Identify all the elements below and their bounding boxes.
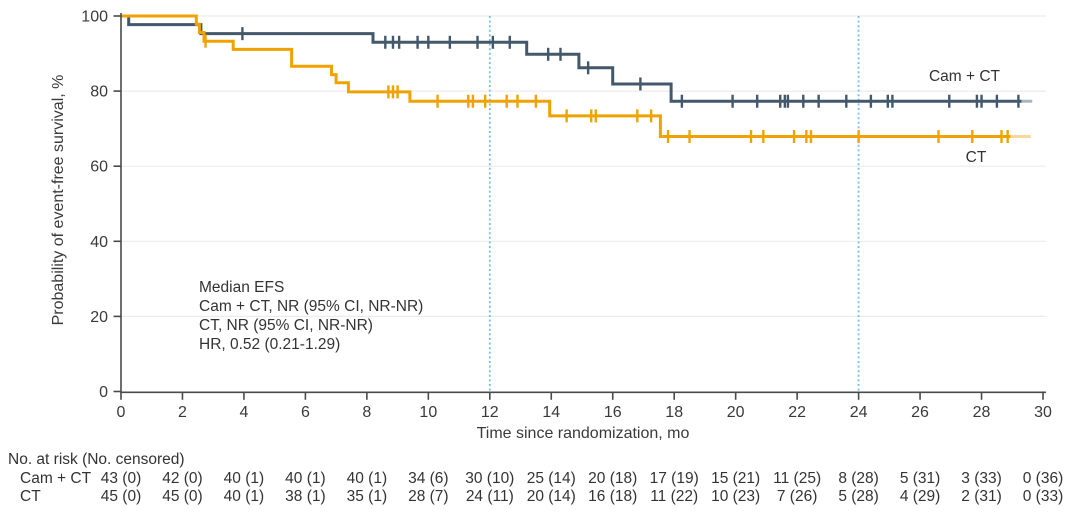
- x-tick-label: 10: [419, 404, 437, 421]
- km-curve-ct: [121, 14, 1011, 138]
- x-tick-label: 4: [239, 404, 248, 421]
- x-tick-label: 22: [788, 404, 806, 421]
- annotation-line-3: CT, NR (95% CI, NR-NR): [199, 317, 373, 334]
- x-axis-title: Time since randomization, mo: [477, 425, 690, 442]
- x-tick-label: 20: [727, 404, 745, 421]
- x-tick-label: 0: [117, 404, 126, 421]
- annotation-line-1: Median EFS: [199, 279, 284, 296]
- x-tick-label: 16: [604, 404, 622, 421]
- x-tick-label: 6: [301, 404, 310, 421]
- x-tick-label: 24: [850, 404, 868, 421]
- series-label-ct: CT: [966, 149, 987, 166]
- median-efs-annotation: Median EFS Cam + CT, NR (95% CI, NR-NR) …: [199, 279, 423, 353]
- km-curve-cam-ct: [121, 14, 1022, 103]
- x-tick-label: 18: [665, 404, 683, 421]
- y-tick-label: 20: [90, 309, 108, 326]
- x-tick-label: 28: [973, 404, 991, 421]
- y-tick-label: 100: [81, 9, 108, 26]
- y-tick-label: 0: [99, 384, 108, 401]
- x-tick-label: 8: [362, 404, 371, 421]
- x-tick-label: 14: [542, 404, 560, 421]
- y-tick-label: 60: [90, 159, 108, 176]
- series-label-cam-ct: Cam + CT: [929, 68, 1001, 85]
- y-tick-label: 80: [90, 84, 108, 101]
- annotation-line-4: HR, 0.52 (0.21-1.29): [199, 336, 340, 353]
- x-tick-label: 26: [911, 404, 929, 421]
- annotation-line-2: Cam + CT, NR (95% CI, NR-NR): [199, 298, 423, 315]
- x-tick-label: 30: [1034, 404, 1052, 421]
- x-tick-label: 12: [481, 404, 499, 421]
- x-tick-label: 2: [178, 404, 187, 421]
- y-axis-title: Probability of event-free survival, %: [50, 75, 67, 326]
- y-tick-label: 40: [90, 234, 108, 251]
